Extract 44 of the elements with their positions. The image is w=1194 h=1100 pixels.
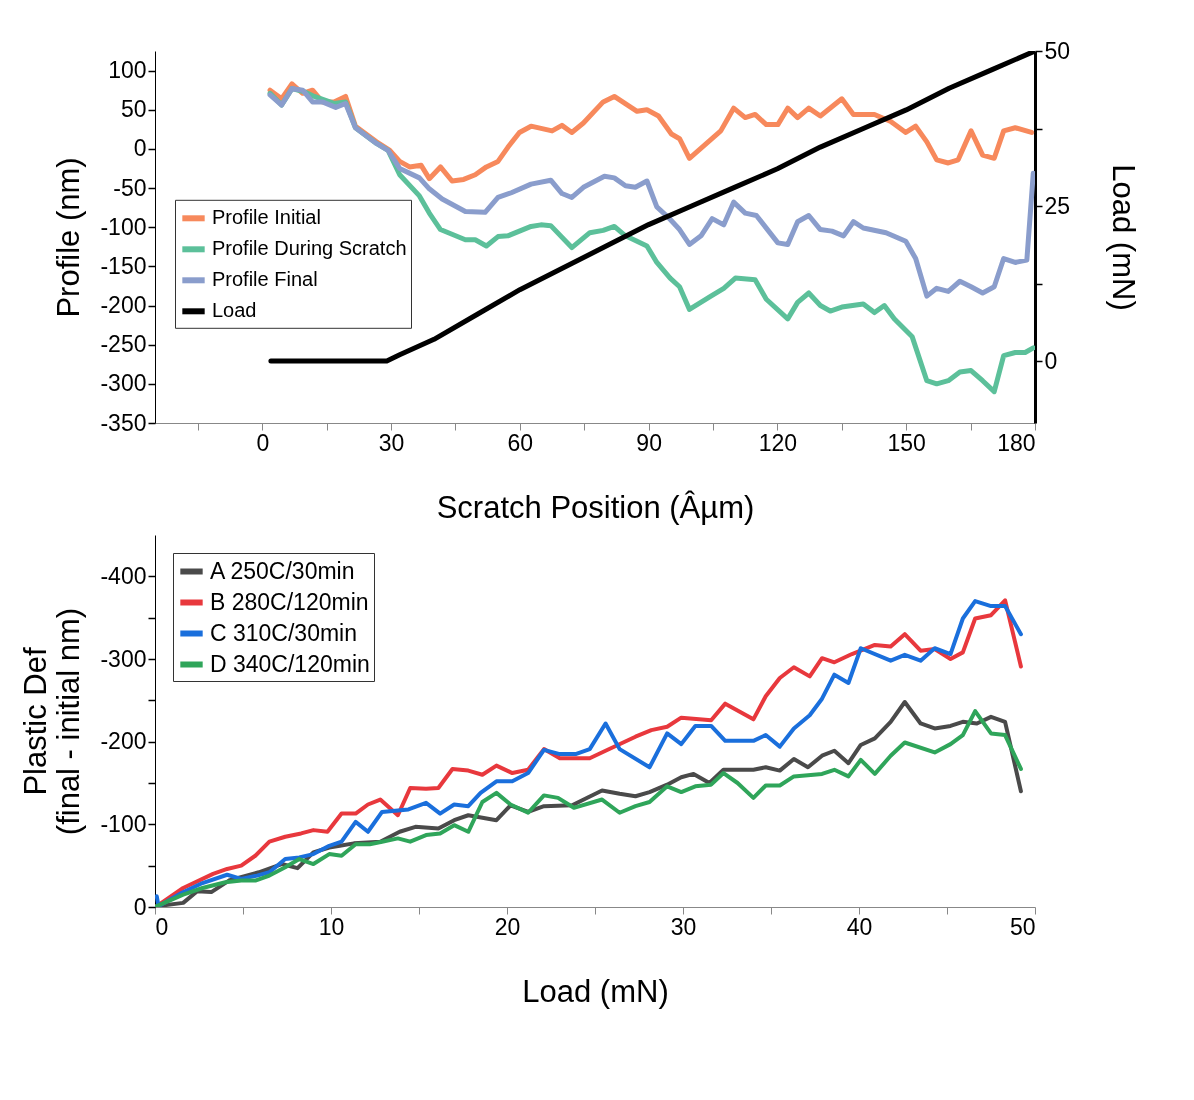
x-tick-label: 0 [155, 913, 169, 940]
x-tick-label: 50 [1009, 913, 1036, 940]
legend-label: Profile Initial [212, 206, 321, 229]
x-tick-label: 30 [378, 429, 405, 456]
x-tick-label: 20 [494, 913, 521, 940]
x-tick-label: 90 [636, 429, 662, 456]
y2-tick-label: 0 [1044, 347, 1058, 374]
y-tick-label: -50 [113, 174, 147, 201]
y-tick-label: 0 [133, 135, 147, 162]
y-tick-label: -100 [100, 810, 147, 837]
y-tick-label: -200 [100, 292, 147, 319]
y-tick-label: -100 [100, 213, 147, 240]
legend-label: Profile During Scratch [212, 237, 407, 260]
y-tick-label: -250 [100, 331, 147, 358]
y-tick-label: -350 [100, 409, 147, 436]
x-tick-label: 180 [997, 429, 1036, 456]
y-tick-label: -300 [100, 645, 147, 672]
y-tick-label: 0 [133, 893, 147, 920]
x-tick-label: 40 [846, 913, 873, 940]
legend-label: Profile Final [212, 268, 318, 291]
y2-axis-title: Load (mN) [1105, 164, 1141, 311]
x-tick-label: 150 [887, 429, 926, 456]
x-tick-label: 10 [318, 913, 345, 940]
y-axis-title: Profile (nm) [50, 157, 86, 318]
legend-label: B 280C/120min [210, 588, 369, 615]
y-axis-title: Plastic Def (final - initial nm) [17, 607, 86, 836]
x-tick-label: 0 [256, 429, 270, 456]
legend-label: D 340C/120min [210, 650, 370, 677]
x-axis-title: Scratch Position (Âµm) [436, 489, 755, 525]
legend-label: C 310C/30min [210, 619, 358, 646]
x-tick-label: 120 [758, 429, 798, 456]
y-tick-label: -200 [100, 728, 147, 755]
x-tick-label: 60 [507, 429, 534, 456]
y-tick-label: 100 [108, 57, 147, 84]
legend-label: A 250C/30min [210, 557, 355, 584]
y2-tick-label: 25 [1044, 192, 1071, 219]
y-tick-label: 50 [120, 96, 147, 123]
y-tick-label: -400 [100, 562, 147, 589]
x-tick-label: 30 [670, 913, 697, 940]
y-tick-label: -150 [100, 252, 147, 279]
legend-label: Load [212, 299, 257, 322]
x-axis-title: Load (mN) [522, 973, 669, 1009]
y-tick-label: -300 [100, 370, 147, 397]
y2-tick-label: 50 [1044, 37, 1071, 64]
